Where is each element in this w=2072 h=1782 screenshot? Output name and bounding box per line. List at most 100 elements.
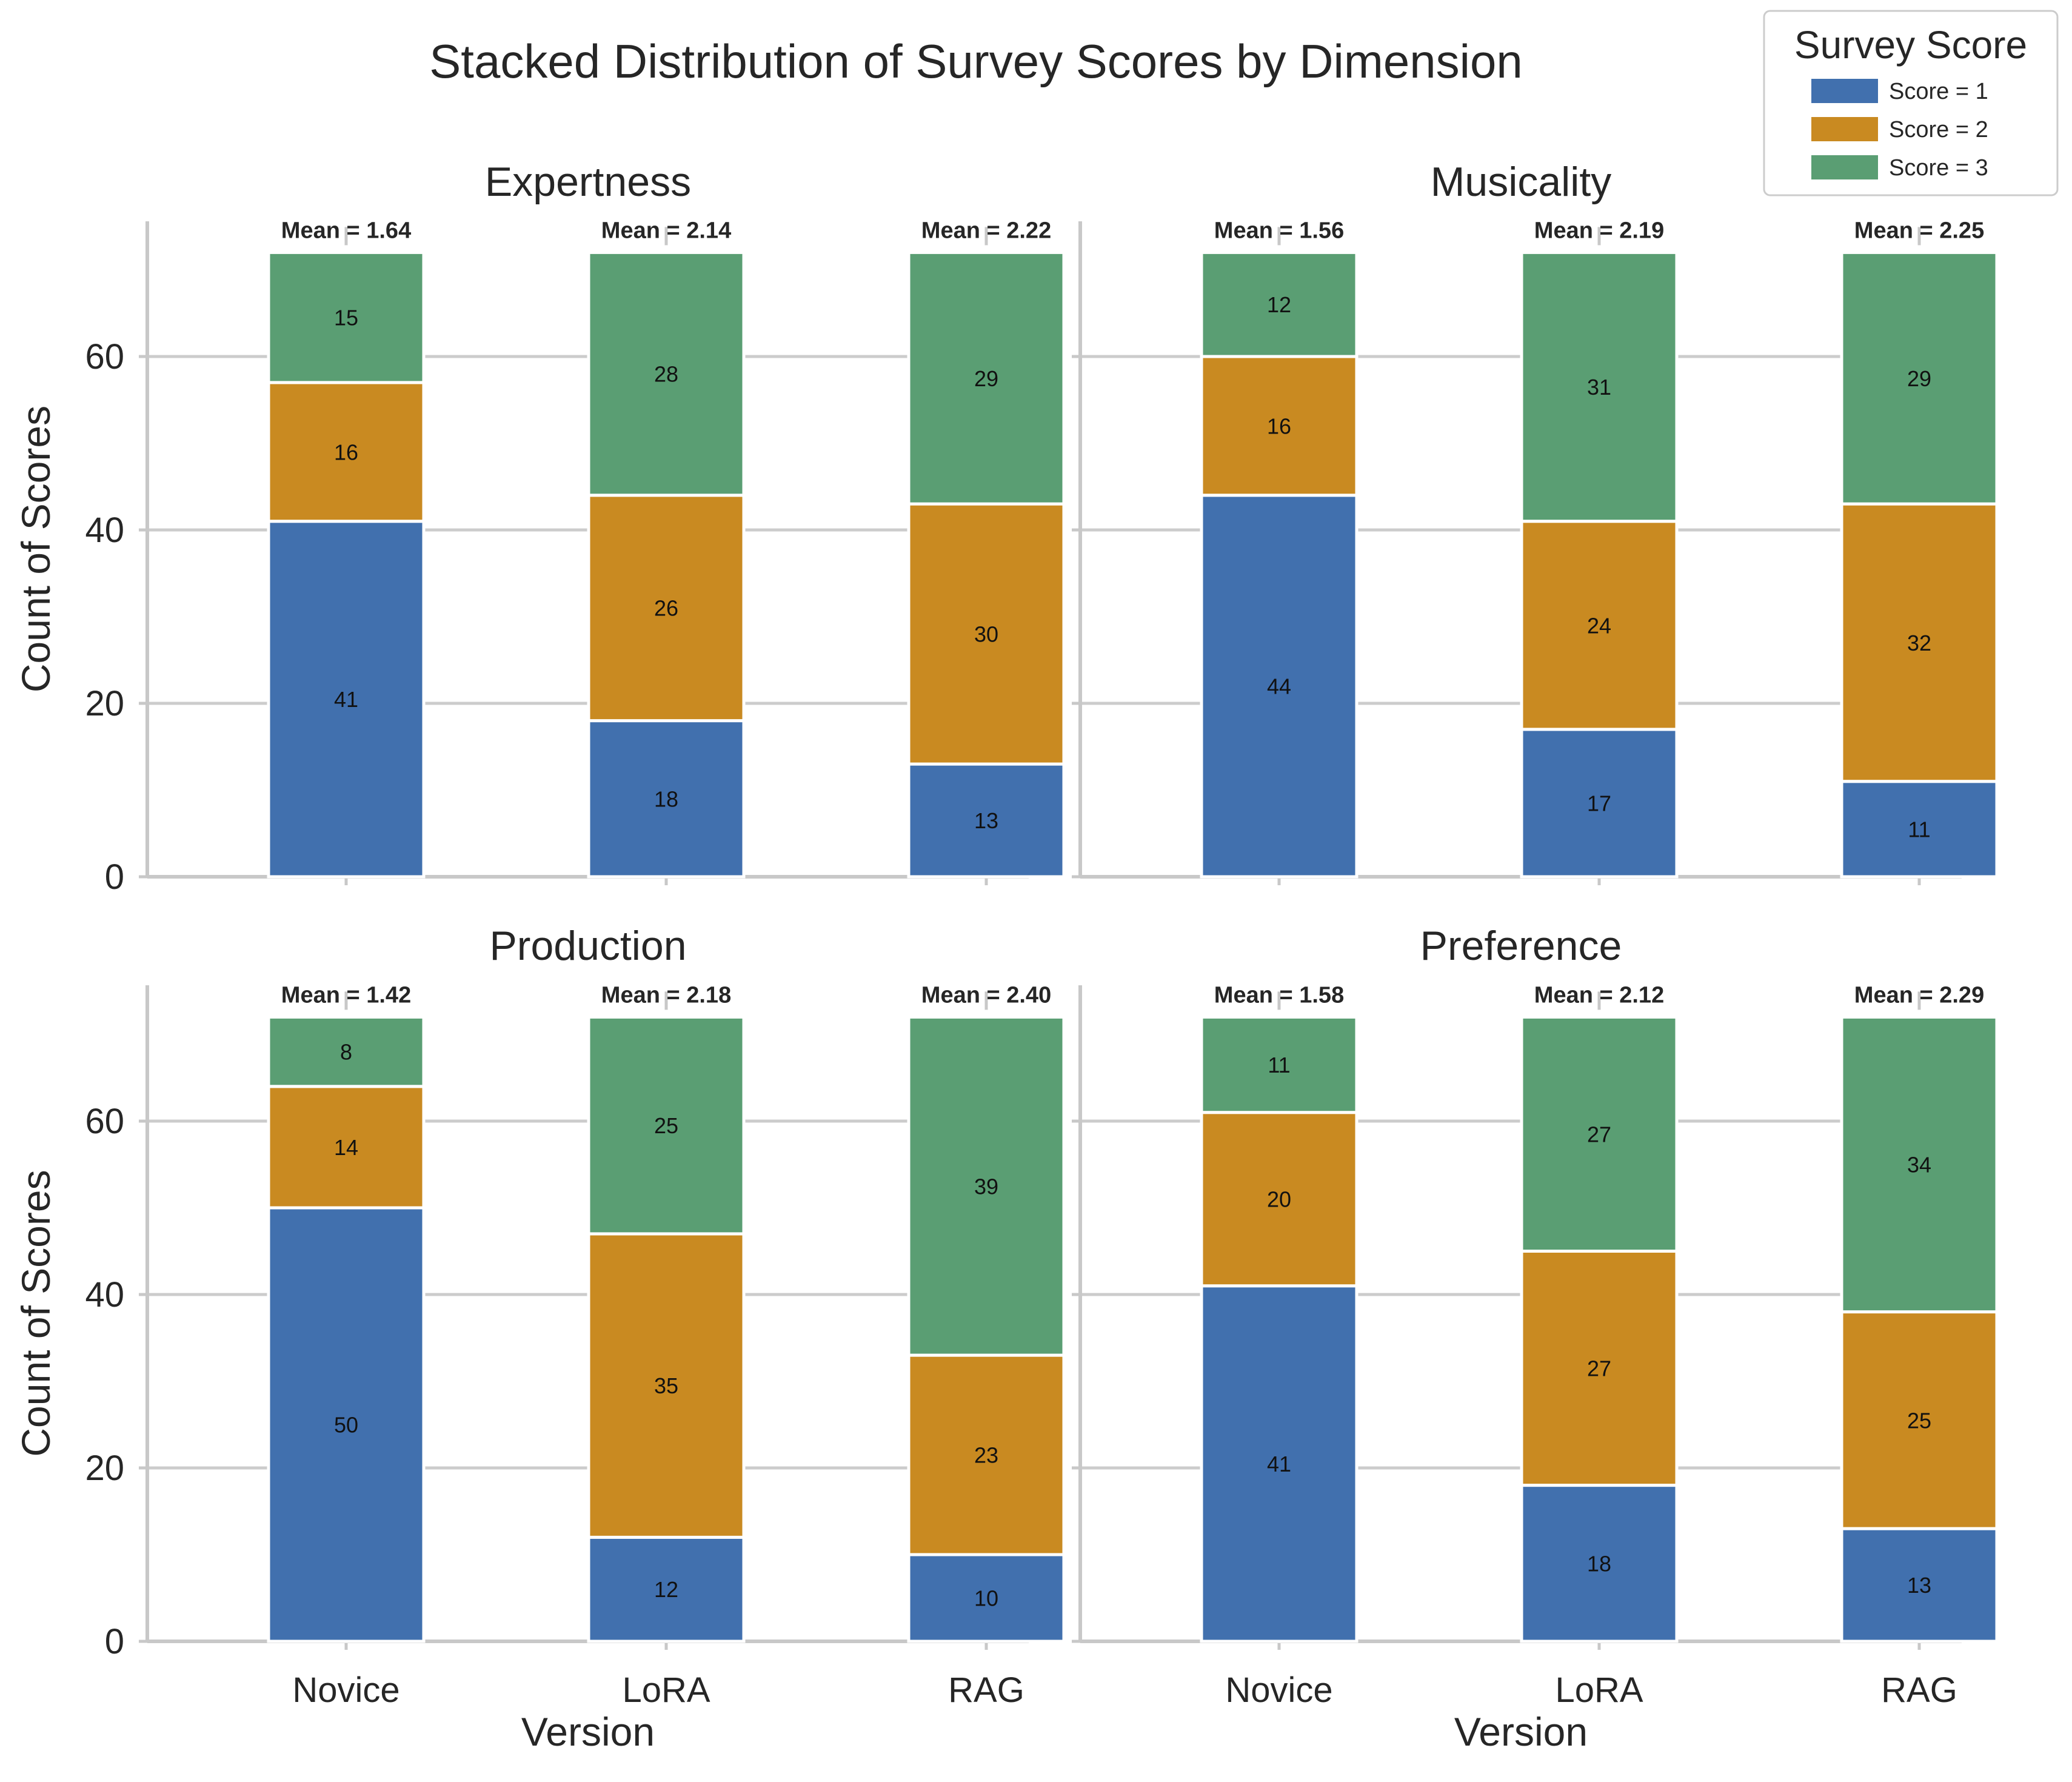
bar-segment-score-3 xyxy=(1840,1015,1999,1314)
x-tick-label: Novice xyxy=(1225,1670,1332,1710)
bar-segment-score-3 xyxy=(1200,250,1358,358)
legend-title: Survey Score xyxy=(1794,23,2027,67)
y-axis-label: Count of Scores xyxy=(13,1170,58,1456)
bar-value-label: 41 xyxy=(334,687,358,712)
bar-segment-score-1 xyxy=(1520,728,1679,879)
panel-title: Production xyxy=(489,923,686,969)
bar-segment-score-3 xyxy=(267,250,426,384)
bar-value-label: 25 xyxy=(654,1113,678,1138)
bar-segment-score-2 xyxy=(587,1232,746,1539)
legend-label: Score = 3 xyxy=(1889,155,1988,181)
panel-title: Expertness xyxy=(485,159,691,205)
bar-segment-score-1 xyxy=(587,1535,746,1643)
mean-label: Mean = 2.19 xyxy=(1534,218,1664,243)
mean-label: Mean = 2.40 xyxy=(921,982,1051,1008)
bar-value-label: 11 xyxy=(1268,1053,1290,1077)
bar-value-label: 29 xyxy=(974,366,998,391)
bar-value-label: 39 xyxy=(974,1174,998,1199)
bar-value-label: 18 xyxy=(1587,1551,1611,1576)
mean-label: Mean = 1.64 xyxy=(281,218,411,243)
bar-value-label: 18 xyxy=(654,786,678,811)
bar-segment-score-1 xyxy=(907,762,1066,879)
bar-value-label: 41 xyxy=(1267,1452,1291,1476)
bar-segment-score-2 xyxy=(1840,1310,1999,1530)
bar-segment-score-3 xyxy=(907,1015,1066,1357)
panel-production: 0 20 40 60 Production 50 14 8 Mean = 1.42 12 35 25 M… xyxy=(13,923,1066,1754)
bar-value-label: 29 xyxy=(1907,366,1931,391)
x-tick-label: RAG xyxy=(948,1670,1024,1710)
y-tick-label: 60 xyxy=(85,337,124,377)
bar-value-label: 23 xyxy=(974,1443,998,1468)
bar-segment-score-1 xyxy=(1840,780,1999,879)
bar-segment-score-2 xyxy=(267,1085,426,1210)
bar-segment-score-3 xyxy=(1520,250,1679,523)
bar-value-label: 24 xyxy=(1587,613,1611,638)
mean-label: Mean = 2.18 xyxy=(601,982,731,1008)
bar-segment-score-1 xyxy=(907,1553,1066,1643)
legend-swatch-score-3 xyxy=(1811,155,1878,179)
bar-value-label: 26 xyxy=(654,596,678,621)
bar-segment-score-2 xyxy=(907,1353,1066,1556)
x-tick-label: Novice xyxy=(292,1670,399,1710)
panel-title: Preference xyxy=(1420,923,1622,969)
bar-value-label: 50 xyxy=(334,1413,358,1438)
bar-value-label: 27 xyxy=(1587,1356,1611,1381)
mean-label: Mean = 2.29 xyxy=(1854,982,1984,1008)
bar-segment-score-3 xyxy=(587,1015,746,1236)
x-axis-label: Version xyxy=(521,1709,655,1754)
mean-label: Mean = 2.12 xyxy=(1534,982,1664,1008)
chart-title: Stacked Distribution of Survey Scores by… xyxy=(429,35,1522,88)
bar-value-label: 16 xyxy=(1267,414,1291,438)
legend-swatch-score-1 xyxy=(1811,79,1878,103)
bar-value-label: 15 xyxy=(334,306,358,330)
bar-segment-score-2 xyxy=(587,494,746,723)
legend: Survey Score Score = 1 Score = 2 Score = 3 xyxy=(1763,10,2059,196)
mean-label: Mean = 2.14 xyxy=(601,218,731,243)
y-tick-label: 40 xyxy=(85,511,124,550)
panel-musicality: Musicality 44 16 12 Mean = 1.56 17 24 31 Mean = … xyxy=(1072,159,1999,885)
bar-value-label: 35 xyxy=(654,1373,678,1398)
y-axis-label: Count of Scores xyxy=(13,406,58,692)
bar-segment-score-2 xyxy=(907,502,1066,766)
y-tick-label: 20 xyxy=(85,1449,124,1488)
panel-expertness: 0 20 40 60 Expertness 41 16 15 Mean = 1.64 18 26 28… xyxy=(13,159,1066,897)
mean-label: Mean = 2.25 xyxy=(1854,218,1984,243)
bar-value-label: 12 xyxy=(1267,292,1291,317)
bar-value-label: 13 xyxy=(1907,1573,1931,1598)
y-tick-label: 0 xyxy=(105,1622,124,1661)
x-tick-label: LoRA xyxy=(1555,1670,1643,1710)
bar-segment-score-3 xyxy=(1840,250,1999,506)
bar-value-label: 16 xyxy=(334,440,358,464)
mean-label: Mean = 1.56 xyxy=(1214,218,1344,243)
bar-value-label: 28 xyxy=(654,362,678,387)
panels: 0 20 40 60 Expertness 41 16 15 Mean = 1.64 18 26 28… xyxy=(13,159,1999,1754)
bar-segment-score-1 xyxy=(1840,1527,1999,1643)
legend-frame xyxy=(1763,10,2059,196)
bar-value-label: 11 xyxy=(1908,817,1930,842)
y-tick-label: 60 xyxy=(85,1102,124,1141)
panel-title: Musicality xyxy=(1431,159,1612,205)
bar-value-label: 8 xyxy=(340,1040,352,1065)
bar-segment-score-1 xyxy=(267,1206,426,1643)
bar-value-label: 44 xyxy=(1267,674,1291,698)
bar-value-label: 34 xyxy=(1907,1153,1931,1177)
mean-label: Mean = 1.58 xyxy=(1214,982,1344,1008)
bar-value-label: 27 xyxy=(1587,1122,1611,1147)
y-tick-label: 0 xyxy=(105,857,124,897)
bar-segment-score-3 xyxy=(1520,1015,1679,1253)
bar-value-label: 10 xyxy=(974,1586,998,1611)
bar-segment-score-3 xyxy=(1200,1015,1358,1114)
mean-label: Mean = 1.42 xyxy=(281,982,411,1008)
bar-segment-score-2 xyxy=(1520,520,1679,731)
y-tick-label: 20 xyxy=(85,684,124,723)
panel-preference: Preference 41 20 11 Mean = 1.58 18 27 27 Mean = … xyxy=(1072,923,1999,1754)
x-axis-label: Version xyxy=(1454,1709,1588,1754)
bar-segment-score-2 xyxy=(267,381,426,523)
bar-segment-score-3 xyxy=(907,250,1066,506)
mean-label: Mean = 2.22 xyxy=(921,218,1051,243)
bar-value-label: 25 xyxy=(1907,1408,1931,1433)
legend-label: Score = 2 xyxy=(1889,117,1988,142)
bar-value-label: 32 xyxy=(1907,631,1931,655)
bar-segment-score-1 xyxy=(1200,494,1358,879)
